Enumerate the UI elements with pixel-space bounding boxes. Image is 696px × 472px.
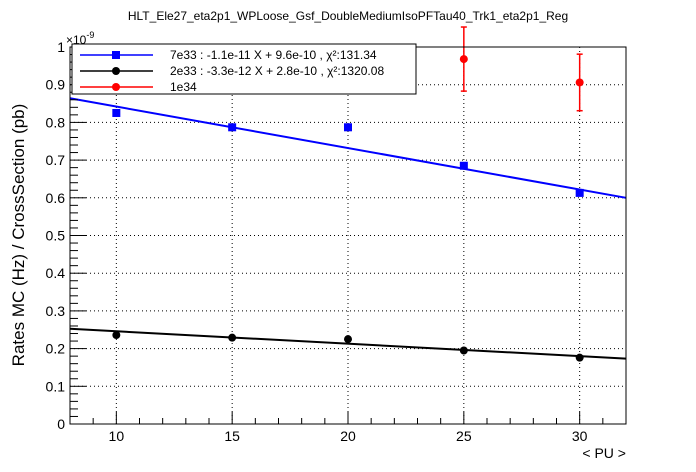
x-tick-label: 10 [109, 428, 125, 444]
data-point [575, 78, 584, 87]
data-point [228, 123, 237, 132]
data-point [575, 353, 584, 362]
legend-label: 7e33 : -1.1e-11 X + 9.6e-10 , χ²:131.34 [170, 48, 377, 62]
x-tick-label: 15 [224, 428, 240, 444]
data-point [575, 188, 584, 197]
fit-line [69, 97, 627, 199]
x-tick-label: 25 [456, 428, 472, 444]
legend-label: 1e34 [170, 80, 197, 94]
y-axis: 0 0.1 0.2 0.3 0.4 0.5 0.6 0.7 0.8 0.9 1 [46, 39, 86, 432]
data-point [112, 108, 121, 117]
x-tick-label: 20 [340, 428, 356, 444]
chart-title: HLT_Ele27_eta2p1_WPLoose_Gsf_DoubleMediu… [128, 9, 568, 23]
y-tick-label: 0.7 [46, 152, 66, 168]
data-point [459, 161, 468, 170]
data-point [459, 55, 468, 64]
x-axis-label: < PU > [582, 445, 626, 461]
grid-lines [70, 47, 626, 424]
y-tick-label: 1 [57, 39, 65, 55]
data-point [459, 346, 468, 355]
y-tick-label: 0.5 [46, 228, 66, 244]
y-tick-label: 0.1 [46, 378, 66, 394]
legend-label: 2e33 : -3.3e-12 X + 2.8e-10 , χ²:1320.08 [170, 64, 384, 78]
x-tick-label: 30 [572, 428, 588, 444]
data-point [112, 331, 121, 340]
y-tick-label: 0.8 [46, 114, 66, 130]
data-point [228, 333, 237, 342]
y-tick-label: 0.3 [46, 303, 66, 319]
legend-marker [112, 67, 120, 75]
y-tick-label: 0.2 [46, 341, 66, 357]
data-point [344, 335, 352, 344]
x-axis: 10 15 20 25 30 [69, 412, 627, 444]
y-tick-label: 0 [57, 416, 65, 432]
fit-lines [69, 97, 627, 360]
y-tick-label: 0.6 [46, 190, 66, 206]
legend-marker [112, 51, 120, 59]
y-tick-label: 0.4 [46, 265, 66, 281]
y-axis-exponent: -9 [86, 30, 94, 40]
legend-marker [112, 83, 120, 91]
y-tick-label: 0.9 [46, 77, 66, 93]
fit-line [69, 327, 627, 360]
y-axis-label: Rates MC (Hz) / CrossSection (pb) [9, 104, 28, 367]
data-points [112, 26, 584, 362]
legend-box [71, 43, 417, 95]
legend: 7e33 : -1.1e-11 X + 9.6e-10 , χ²:131.34 2… [71, 43, 417, 95]
data-point [344, 123, 352, 132]
